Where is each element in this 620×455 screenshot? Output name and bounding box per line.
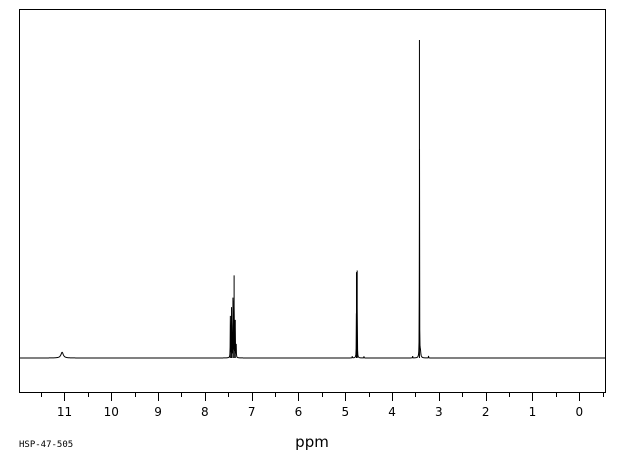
x-axis-tick-labels: 11 10 9 8 7 6 5 4 3 2 1 0 [57, 405, 583, 419]
x-tick-label: 4 [388, 405, 396, 419]
plot-frame [19, 9, 606, 393]
x-tick-label: 3 [435, 405, 443, 419]
x-tick-label: 10 [104, 405, 119, 419]
x-tick-label: 1 [529, 405, 537, 419]
x-tick-label: 6 [295, 405, 303, 419]
x-axis-ticks [41, 392, 604, 401]
x-tick-label: 7 [248, 405, 256, 419]
spectrum-trace [20, 40, 605, 359]
x-tick-label: 8 [201, 405, 209, 419]
x-tick-label: 0 [575, 405, 583, 419]
x-axis-title: ppm [295, 433, 329, 451]
x-tick-label: 9 [154, 405, 162, 419]
x-tick-label: 11 [57, 405, 72, 419]
x-tick-label: 5 [341, 405, 349, 419]
x-tick-label: 2 [482, 405, 490, 419]
spectrum-code-label: HSP-47-505 [19, 440, 73, 450]
